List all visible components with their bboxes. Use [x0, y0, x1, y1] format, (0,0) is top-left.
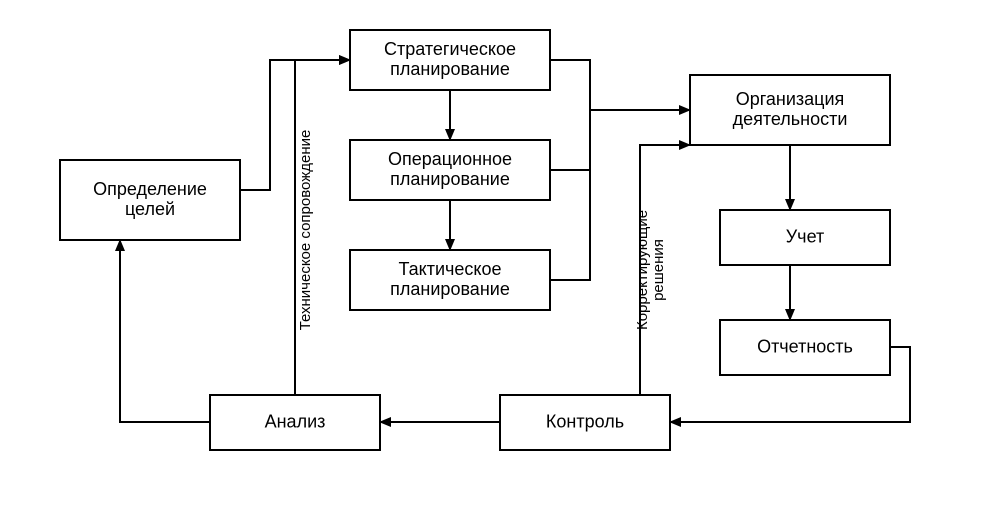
- node-label-analysis: Анализ: [265, 411, 326, 431]
- svg-text:Техническое сопровождение: Техническое сопровождение: [297, 130, 314, 331]
- node-tactical: Тактическоепланирование: [350, 250, 550, 310]
- svg-text:решения: решения: [650, 239, 667, 301]
- node-label-tactical: планирование: [390, 279, 510, 299]
- svg-text:Корректирующие: Корректирующие: [634, 210, 651, 330]
- node-organization: Организациядеятельности: [690, 75, 890, 145]
- node-goals: Определениецелей: [60, 160, 240, 240]
- node-control: Контроль: [500, 395, 670, 450]
- node-strategic: Стратегическоепланирование: [350, 30, 550, 90]
- node-label-strategic: Стратегическое: [384, 39, 516, 59]
- node-label-goals: Определение: [93, 179, 207, 199]
- edge-operational-join: [550, 110, 590, 170]
- node-label-goals: целей: [125, 199, 175, 219]
- node-analysis: Анализ: [210, 395, 380, 450]
- node-label-reporting: Отчетность: [757, 336, 853, 356]
- node-accounting: Учет: [720, 210, 890, 265]
- edge-strategic-org: [550, 60, 690, 110]
- edge-label-control-org: Корректирующиерешения: [634, 210, 667, 330]
- node-reporting: Отчетность: [720, 320, 890, 375]
- node-label-tactical: Тактическое: [398, 259, 501, 279]
- edge-tactical-join: [550, 110, 590, 280]
- node-label-operational: планирование: [390, 169, 510, 189]
- edge-analysis-goals: [120, 240, 210, 422]
- node-label-control: Контроль: [546, 411, 624, 431]
- node-label-accounting: Учет: [786, 226, 824, 246]
- edge-label-analysis-strategic: Техническое сопровождение: [297, 130, 314, 331]
- node-operational: Операционноепланирование: [350, 140, 550, 200]
- flowchart-canvas: ОпределениецелейСтратегическоепланирован…: [0, 0, 983, 517]
- node-label-organization: деятельности: [733, 109, 848, 129]
- node-label-operational: Операционное: [388, 149, 512, 169]
- node-label-organization: Организация: [736, 89, 845, 109]
- node-label-strategic: планирование: [390, 59, 510, 79]
